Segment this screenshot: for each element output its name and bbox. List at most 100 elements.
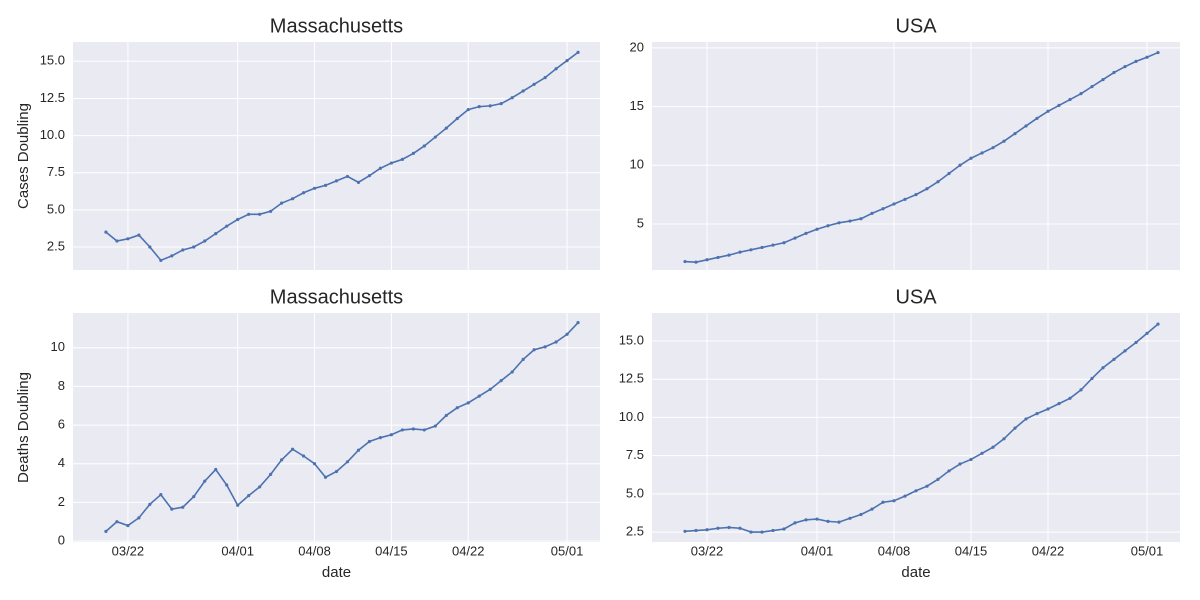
data-point [980,451,984,455]
y-axis-label: Cases Doubling [15,103,32,209]
data-point [925,187,929,191]
data-point [1079,388,1083,392]
data-point [1035,411,1039,416]
data-point [466,107,470,112]
data-point [477,105,481,109]
data-point [115,239,119,243]
data-point [1068,97,1072,102]
y-tick-label: 7.5 [47,164,65,179]
data-point [301,454,306,458]
data-point [793,236,797,240]
data-point [258,485,262,489]
data-point [236,217,240,222]
data-point [705,528,709,532]
data-point [345,460,350,464]
data-point [881,500,885,504]
data-point [433,424,437,428]
data-point [214,232,218,236]
data-point [892,499,896,503]
y-tick-label: 7.5 [626,447,644,462]
data-point [334,469,339,474]
data-point [683,259,687,264]
data-point [1123,65,1127,69]
data-point [455,116,459,121]
data-point [914,489,918,493]
data-point [543,76,547,80]
data-point [312,186,317,190]
data-line [105,51,579,262]
data-line [684,323,1159,533]
y-tick-label: 2.5 [47,238,65,253]
data-point [925,484,929,488]
y-tick-label: 12.5 [619,371,644,386]
data-point [716,526,720,530]
data-point [576,321,580,325]
data-point [422,144,426,148]
data-point [225,224,229,228]
data-point [1046,109,1050,113]
x-tick-label: 04/15 [375,543,408,558]
data-point [936,477,940,481]
data-point [837,221,841,225]
data-point [521,89,525,93]
y-tick-label: 6 [58,417,65,432]
data-point [543,345,547,349]
data-point [760,245,764,250]
data-point [1145,55,1149,59]
data-point [848,219,852,223]
data-point [980,151,984,155]
x-tick-label: 04/08 [298,543,331,558]
data-point [859,512,863,517]
x-tick-label: 04/15 [955,543,988,558]
data-point [400,157,404,161]
data-point [181,505,185,509]
x-tick-label: 04/01 [801,543,834,558]
data-point [1123,349,1127,353]
data-point [1057,402,1061,406]
data-point [389,161,393,165]
data-point [804,231,808,235]
data-point [126,237,130,241]
y-tick-label: 10.0 [40,127,65,142]
data-point [521,357,525,361]
data-point [947,171,951,176]
data-point [378,436,383,440]
y-tick-label: 8 [58,378,65,393]
data-point [738,250,742,254]
data-point [203,479,207,483]
data-point [345,174,350,179]
data-point [126,523,130,528]
data-point [258,212,262,216]
data-point [1046,407,1050,411]
data-point [510,96,514,100]
data-point [771,243,775,247]
y-tick-label: 2.5 [626,524,644,539]
x-axis-label: date [901,564,930,581]
data-point [881,207,885,211]
data-point [532,348,536,352]
y-tick-label: 2 [58,494,65,509]
data-point [444,413,448,418]
y-tick-label: 10 [630,157,644,172]
data-point [826,224,830,228]
y-tick-label: 0 [58,532,65,547]
data-point [356,180,361,184]
data-point [914,193,918,197]
data-point [565,332,569,336]
data-point [148,502,152,506]
data-point [554,67,558,71]
data-point [716,255,720,260]
data-point [104,230,108,234]
data-point [1002,139,1006,143]
chart-title: USA [895,15,937,37]
data-point [488,104,492,108]
data-point [727,525,731,530]
data-point [782,241,786,245]
y-tick-label: 5.0 [626,485,644,500]
data-point [576,50,580,54]
data-point [683,529,687,533]
data-point [1101,77,1105,82]
y-tick-label: 15.0 [40,53,65,68]
data-point [400,428,404,432]
